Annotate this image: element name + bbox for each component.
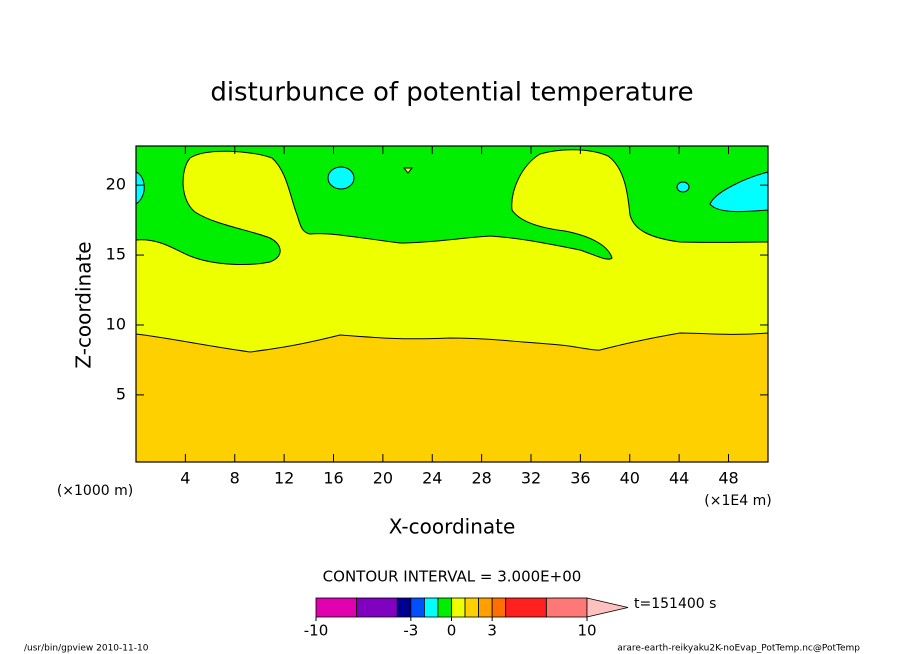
x-tick-label: 40 — [620, 469, 640, 488]
contour-region — [709, 171, 769, 213]
colorbar-box — [423, 597, 439, 618]
footer-left: /usr/bin/gpview 2010-11-10 — [24, 644, 149, 654]
footer-right: arare-earth-reikyaku2K-noEvap_PotTemp.nc… — [617, 644, 860, 654]
y-tick-label: 5 — [116, 384, 126, 403]
colorbar-tick-label: 0 — [447, 622, 457, 640]
y-unit: (×1000 m) — [57, 483, 133, 499]
colorbar-box — [545, 597, 588, 618]
x-axis-label: X-coordinate — [389, 515, 516, 539]
x-tick-label: 44 — [669, 469, 689, 488]
contour-region — [676, 181, 690, 193]
colorbar-tick-label: 10 — [577, 622, 596, 640]
colorbar-extension — [586, 597, 629, 618]
colorbar-box — [356, 597, 398, 618]
contour-region — [402, 167, 414, 174]
x-tick-label: 8 — [230, 469, 240, 488]
x-tick-label: 20 — [373, 469, 393, 488]
x-tick-label: 12 — [274, 469, 294, 488]
contour-region — [135, 145, 769, 265]
colorbar-box — [315, 597, 358, 618]
x-tick-label: 48 — [718, 469, 738, 488]
colorbar-box — [478, 597, 493, 618]
contour-region — [327, 166, 355, 190]
colorbar-box — [491, 597, 507, 618]
x-tick-label: 24 — [422, 469, 442, 488]
y-tick-label: 20 — [106, 175, 126, 194]
chart-title: disturbunce of potential temperature — [210, 78, 693, 108]
y-tick-label: 15 — [106, 245, 126, 264]
plot-area — [135, 145, 769, 463]
colorbar-box — [451, 597, 466, 618]
x-tick-label: 28 — [471, 469, 491, 488]
colorbar-box — [396, 597, 412, 618]
y-tick-label: 10 — [106, 314, 126, 333]
colorbar-box — [437, 597, 452, 618]
plot-frame — [135, 145, 769, 463]
x-tick-label: 32 — [521, 469, 541, 488]
x-unit: (×1E4 m) — [704, 493, 771, 509]
y-axis-label: Z-coordinate — [72, 241, 96, 368]
x-tick-label: 4 — [180, 469, 190, 488]
x-tick-label: 36 — [570, 469, 590, 488]
colorbar-box — [464, 597, 479, 618]
colorbar-tick-label: -3 — [403, 622, 418, 640]
annotation: t=151400 s — [634, 596, 716, 612]
contour-region — [135, 332, 769, 463]
colorbar-tick-label: 3 — [487, 622, 497, 640]
colorbar-box — [505, 597, 547, 618]
colorbar-title: CONTOUR INTERVAL = 3.000E+00 — [323, 568, 582, 586]
colorbar-box — [410, 597, 425, 618]
x-tick-label: 16 — [323, 469, 343, 488]
colorbar-tick-label: -10 — [304, 622, 329, 640]
